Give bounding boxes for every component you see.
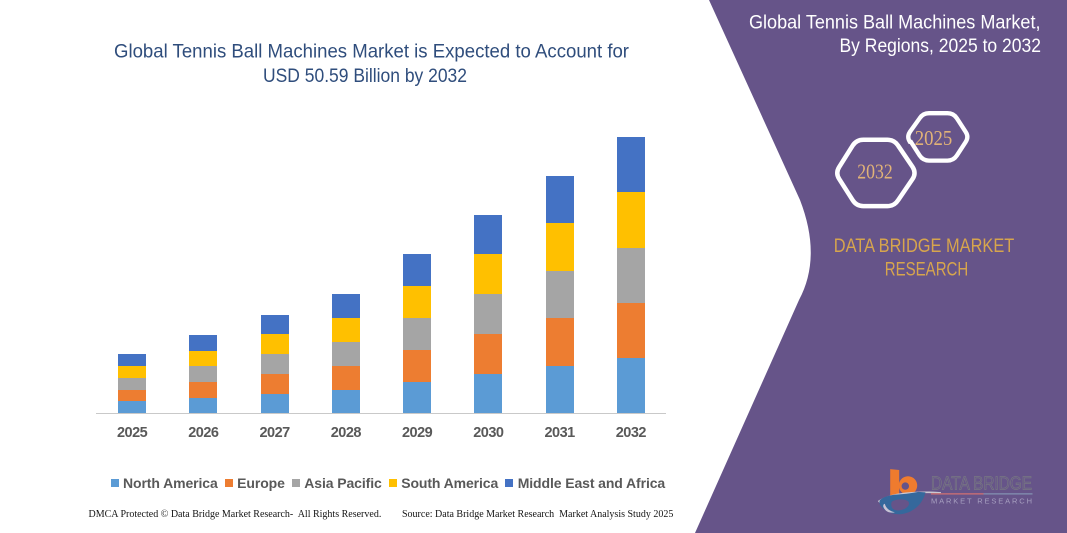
svg-text:DATA BRIDGE MARKET: DATA BRIDGE MARKET <box>834 235 1015 257</box>
svg-text:By Regions, 2025 to 2032: By Regions, 2025 to 2032 <box>840 36 1042 57</box>
svg-text:MARKET RESEARCH: MARKET RESEARCH <box>931 497 1032 506</box>
svg-text:Global Tennis Ball Machines Ma: Global Tennis Ball Machines Market is Ex… <box>114 40 629 62</box>
svg-text:2025: 2025 <box>915 126 953 150</box>
svg-text:Global Tennis Ball Machines Ma: Global Tennis Ball Machines Market, <box>749 12 1041 33</box>
svg-text:USD 50.59 Billion by 2032: USD 50.59 Billion by 2032 <box>263 65 467 87</box>
svg-text:2032: 2032 <box>857 159 893 183</box>
svg-text:RESEARCH: RESEARCH <box>885 259 969 281</box>
svg-text:DATA BRIDGE: DATA BRIDGE <box>931 474 1032 494</box>
